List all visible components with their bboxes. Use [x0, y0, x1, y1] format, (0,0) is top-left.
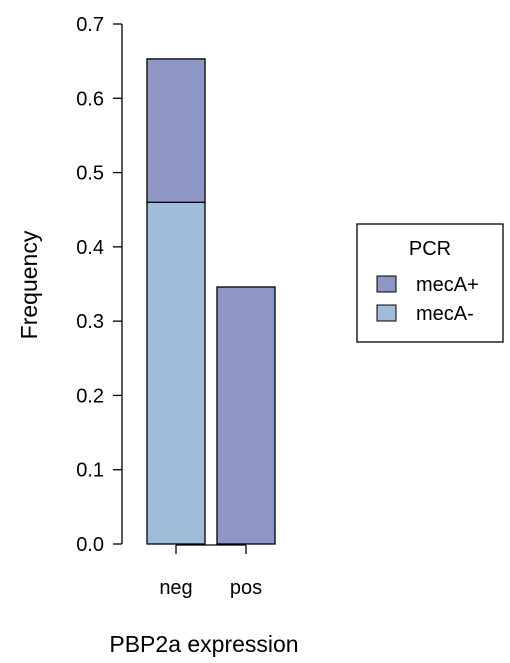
y-tick-label: 0.3 — [76, 311, 104, 333]
y-axis-title: Frequency — [16, 230, 42, 339]
legend-title: PCR — [409, 238, 451, 260]
y-tick-label: 0.7 — [76, 14, 104, 36]
y-tick-label: 0.1 — [76, 460, 104, 482]
y-ticks: 0.0 0.1 0.2 0.3 0.4 0.5 0.6 0.7 — [76, 14, 122, 556]
y-tick-label: 0.0 — [76, 534, 104, 556]
x-ticks: neg pos — [159, 544, 262, 599]
y-axis: 0.0 0.1 0.2 0.3 0.4 0.5 0.6 0.7 — [76, 14, 123, 556]
legend: PCR mecA+ mecA- — [356, 223, 504, 343]
x-axis: neg pos — [159, 544, 262, 599]
bar-neg-mecA+ — [146, 58, 206, 203]
y-tick-label: 0.5 — [76, 163, 104, 185]
legend-label-mecA-plus: mecA+ — [416, 274, 479, 296]
bar-neg-mecA- — [146, 201, 206, 545]
bar-pos-mecA+ — [216, 286, 276, 545]
legend-swatch-mecA-minus — [376, 304, 397, 322]
x-tick-label: neg — [159, 577, 192, 599]
y-tick-label: 0.4 — [76, 237, 104, 259]
legend-swatch-mecA-plus — [376, 275, 397, 293]
legend-label-mecA-minus: mecA- — [416, 303, 474, 325]
y-tick-label: 0.6 — [76, 88, 104, 110]
x-tick-label: pos — [230, 577, 262, 599]
bars — [146, 58, 276, 545]
x-axis-title: PBP2a expression — [109, 631, 298, 657]
y-tick-label: 0.2 — [76, 385, 104, 407]
